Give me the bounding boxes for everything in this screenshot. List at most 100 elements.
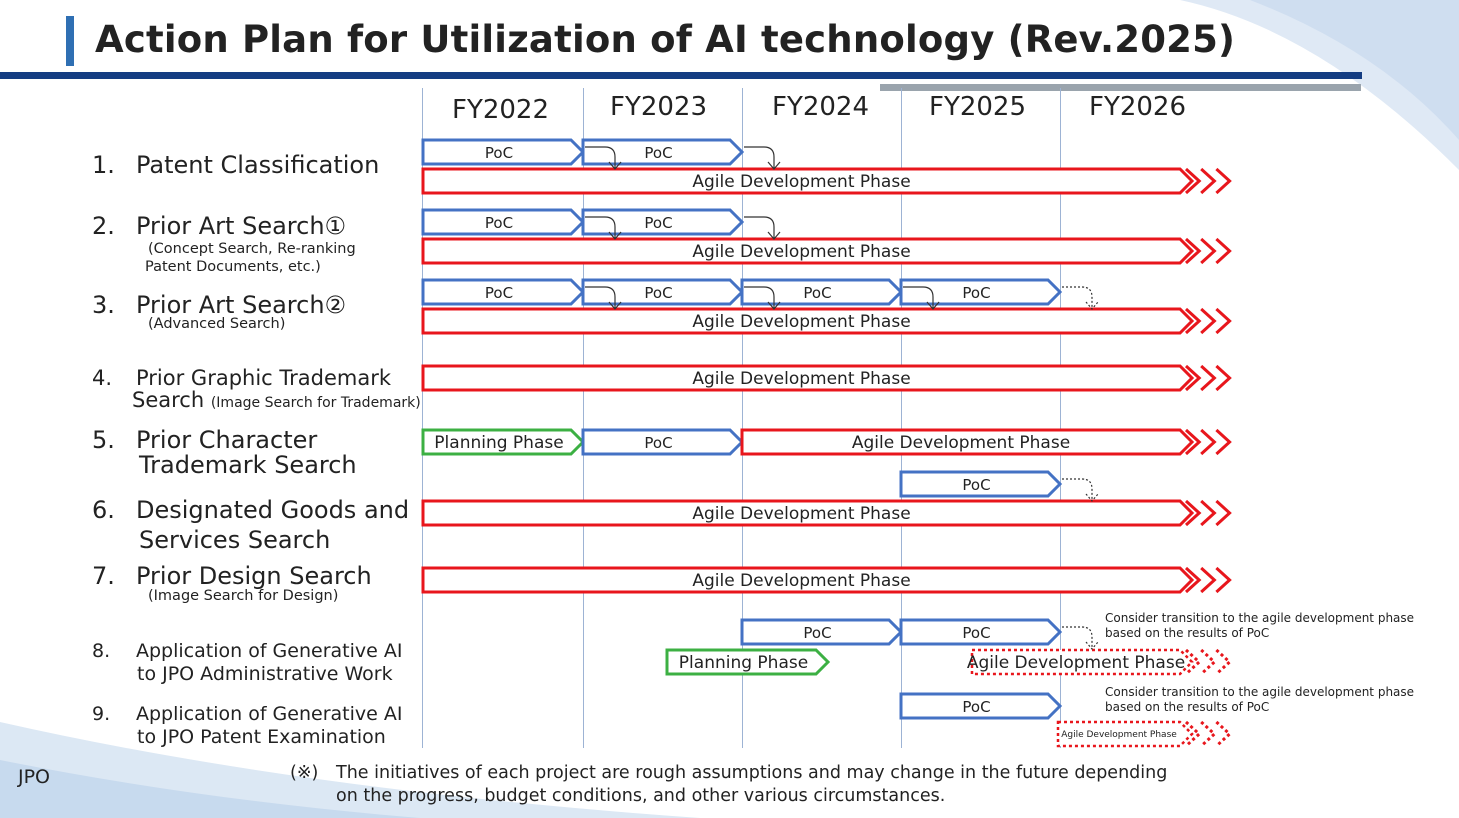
bar-label: PoC bbox=[644, 214, 672, 232]
bar-label: PoC bbox=[644, 284, 672, 302]
chevron-arrow-icon bbox=[1200, 720, 1217, 748]
chevron-arrow-icon bbox=[1215, 720, 1232, 748]
agile-phase-bar bbox=[421, 566, 1195, 594]
row-label-7: 7. Prior Design Search bbox=[92, 562, 372, 590]
poc-bar bbox=[899, 278, 1063, 306]
row-sublabel-3: (Advanced Search) bbox=[148, 316, 286, 332]
chevron-arrow-icon bbox=[1184, 167, 1202, 195]
bar-label: Agile Development Phase bbox=[852, 433, 1070, 453]
bar-label: Agile Development Phase bbox=[692, 571, 910, 591]
agile-phase-bar bbox=[421, 167, 1195, 195]
transition-hook-icon bbox=[744, 146, 781, 170]
chevron-arrow-icon bbox=[1200, 307, 1217, 335]
agile-phase-bar bbox=[970, 648, 1194, 676]
transition-note: Consider transition to the agile develop… bbox=[1105, 685, 1414, 699]
transition-hook-icon bbox=[744, 216, 781, 240]
transition-hook-icon bbox=[585, 286, 622, 310]
transition-hook-icon bbox=[1062, 626, 1099, 650]
chevron-arrow-icon bbox=[1200, 648, 1217, 676]
agile-phase-bar bbox=[421, 364, 1195, 392]
row-label-5: 5. Prior Character bbox=[92, 426, 318, 454]
poc-bar bbox=[740, 278, 904, 306]
row-label-5b: Trademark Search bbox=[139, 451, 357, 479]
column-divider bbox=[901, 88, 902, 748]
chevron-arrow-icon bbox=[1184, 499, 1202, 527]
agile-phase-bar bbox=[421, 307, 1195, 335]
row-label-4b: Search (Image Search for Trademark) bbox=[132, 388, 421, 412]
bar-label: PoC bbox=[803, 284, 831, 302]
bar-label: Planning Phase bbox=[679, 653, 808, 673]
title-accent-bar bbox=[66, 16, 74, 66]
poc-bar bbox=[581, 278, 745, 306]
chevron-arrow-icon bbox=[1200, 428, 1217, 456]
bar-label: PoC bbox=[962, 698, 990, 716]
year-header-fy2024: FY2024 bbox=[772, 92, 870, 122]
row-label-6: 6. Designated Goods and bbox=[92, 496, 410, 524]
bar-label: Agile Development Phase bbox=[692, 172, 910, 192]
bar-label: PoC bbox=[644, 144, 672, 162]
row-label-8: 8. Application of Generative AI bbox=[92, 640, 403, 662]
agile-phase-bar bbox=[740, 428, 1195, 456]
transition-hook-icon bbox=[744, 286, 781, 310]
row-label-1: 1. Patent Classification bbox=[92, 151, 380, 179]
transition-note: Consider transition to the agile develop… bbox=[1105, 611, 1414, 625]
footnote-line-1: The initiatives of each project are roug… bbox=[336, 763, 1168, 783]
footnote: (※) The initiatives of each project are r… bbox=[290, 762, 1167, 808]
row-sublabel-2b: Patent Documents, etc.) bbox=[145, 259, 321, 275]
transition-note: based on the results of PoC bbox=[1105, 626, 1269, 640]
chevron-arrow-icon bbox=[1184, 237, 1202, 265]
chevron-arrow-icon bbox=[1184, 428, 1202, 456]
agile-phase-bar bbox=[421, 237, 1195, 265]
bar-label: Planning Phase bbox=[434, 433, 563, 453]
poc-bar bbox=[899, 470, 1063, 498]
bar-label: Agile Development Phase bbox=[692, 369, 910, 389]
chevron-arrow-icon bbox=[1200, 237, 1217, 265]
poc-bar bbox=[899, 692, 1063, 720]
row-label-2: 2. Prior Art Search① bbox=[92, 212, 347, 240]
transition-hook-icon bbox=[585, 146, 622, 170]
column-divider bbox=[422, 88, 423, 748]
poc-bar bbox=[421, 138, 586, 166]
transition-note: based on the results of PoC bbox=[1105, 700, 1269, 714]
chevron-arrow-icon bbox=[1184, 566, 1202, 594]
bar-label: PoC bbox=[962, 624, 990, 642]
year-header-fy2026: FY2026 bbox=[1089, 92, 1187, 122]
row-sublabel-7: (Image Search for Design) bbox=[148, 588, 339, 604]
year-header-fy2025: FY2025 bbox=[929, 92, 1027, 122]
year-header-fy2023: FY2023 bbox=[610, 92, 708, 122]
transition-hook-icon bbox=[903, 286, 940, 310]
transition-hook-icon bbox=[1062, 286, 1099, 310]
chevron-arrow-icon bbox=[1184, 307, 1202, 335]
bar-label: PoC bbox=[485, 214, 513, 232]
chevron-arrow-icon bbox=[1215, 364, 1232, 392]
chevron-arrow-icon bbox=[1200, 167, 1217, 195]
bar-label: PoC bbox=[803, 624, 831, 642]
agile-phase-bar bbox=[421, 499, 1195, 527]
bar-label: Agile Development Phase bbox=[1061, 730, 1177, 740]
row-label-4: 4. Prior Graphic Trademark bbox=[92, 366, 392, 390]
chevron-arrow-icon bbox=[1215, 307, 1232, 335]
bar-label: Agile Development Phase bbox=[692, 242, 910, 262]
bar-label: Agile Development Phase bbox=[967, 653, 1185, 673]
bar-label: PoC bbox=[962, 284, 990, 302]
org-logo-text: JPO bbox=[18, 766, 51, 788]
bar-label: Agile Development Phase bbox=[692, 312, 910, 332]
footnote-line-2: on the progress, budget conditions, and … bbox=[336, 785, 946, 806]
poc-bar bbox=[421, 208, 586, 236]
chevron-arrow-icon bbox=[1215, 428, 1232, 456]
row-sublabel-2: (Concept Search, Re-ranking bbox=[148, 241, 356, 257]
chevron-arrow-icon bbox=[1200, 566, 1217, 594]
title-underline bbox=[0, 72, 1362, 79]
poc-bar bbox=[581, 208, 745, 236]
bar-label: PoC bbox=[485, 284, 513, 302]
year-header-fy2022: FY2022 bbox=[452, 95, 550, 125]
poc-bar bbox=[581, 138, 745, 166]
footnote-mark: (※) bbox=[290, 763, 319, 783]
column-divider bbox=[1060, 88, 1061, 748]
row-label-9b: to JPO Patent Examination bbox=[137, 726, 386, 748]
chevron-arrow-icon bbox=[1200, 499, 1217, 527]
row-label-8b: to JPO Administrative Work bbox=[137, 663, 393, 685]
